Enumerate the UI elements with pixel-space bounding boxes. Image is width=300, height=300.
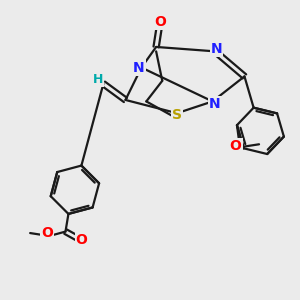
Text: H: H xyxy=(93,73,103,86)
Text: O: O xyxy=(154,15,166,29)
Text: N: N xyxy=(211,42,222,56)
Text: N: N xyxy=(209,98,221,111)
Text: O: O xyxy=(230,139,242,153)
Text: N: N xyxy=(133,61,145,75)
Text: S: S xyxy=(172,108,182,122)
Text: O: O xyxy=(76,233,88,248)
Text: O: O xyxy=(41,226,53,240)
